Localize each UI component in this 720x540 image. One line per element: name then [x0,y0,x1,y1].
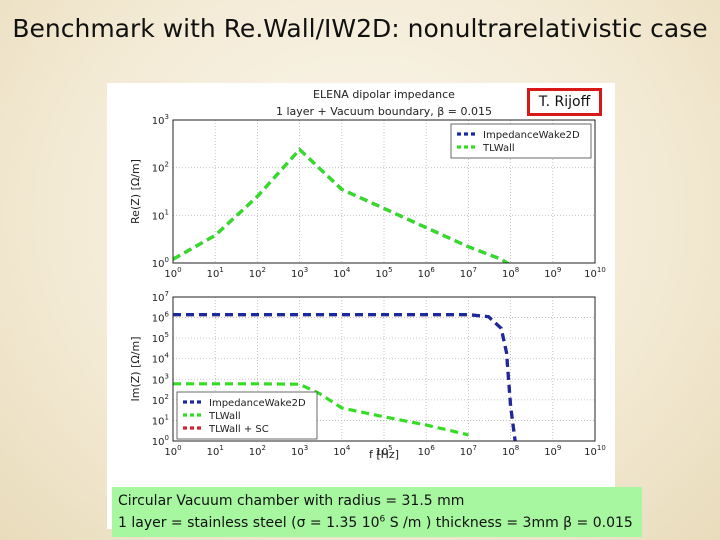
impedance-chart: ELENA dipolar impedance 1 layer + Vacuum … [129,88,606,461]
y-tick-label-bottom: 103 [152,372,169,386]
plot-frame-bottom [172,296,596,442]
y-tick-label-top: 101 [152,208,169,222]
x-tick-label-top: 108 [502,266,519,280]
legend-label-top-1: TLWall [482,143,515,154]
series-line-bottom-2 [173,382,469,437]
legend-label-top-0: ImpedanceWake2D [483,130,580,141]
y-tick-label-top: 100 [152,256,169,270]
x-tick-label-top: 103 [291,266,308,280]
x-tick-label-bottom: 108 [502,444,519,458]
y-axis-label-top: Re(Z) [Ω/m] [129,159,142,224]
y-tick-label-bottom: 105 [152,331,169,345]
x-tick-label-top: 105 [375,266,392,280]
y-tick-label-bottom: 106 [152,311,170,325]
legend-box-top [450,123,592,159]
x-tick-label-bottom: 109 [544,444,561,458]
y-tick-label-top: 103 [152,113,169,127]
y-tick-label-bottom: 100 [152,434,169,448]
y-tick-label-bottom: 102 [152,393,169,407]
x-tick-label-bottom: 101 [207,444,224,458]
caption-line-2: 1 layer = stainless steel (σ = 1.35 106 … [118,512,636,534]
series-line-bottom-1 [173,313,517,441]
legend-label-bottom-1: TLWall [208,411,241,422]
y-tick-label-top: 102 [152,161,169,175]
chart-title: ELENA dipolar impedance [313,88,455,101]
x-tick-label-bottom: 105 [375,444,392,458]
x-tick-label-top: 106 [418,266,436,280]
x-axis-label: f [Hz] [369,448,399,461]
y-tick-label-bottom: 104 [152,352,170,366]
plot-frame-top [172,119,596,264]
y-tick-label-bottom: 101 [152,413,169,427]
x-tick-label-top: 104 [333,266,351,280]
x-tick-label-bottom: 100 [164,444,181,458]
y-axis-label-bottom: Im(Z) [Ω/m] [129,337,142,402]
chart-subtitle: 1 layer + Vacuum boundary, β = 0.015 [276,105,492,118]
x-tick-label-top: 109 [544,266,561,280]
x-tick-label-top: 102 [249,266,266,280]
legend-label-bottom-2: TLWall + SC [208,424,269,435]
x-tick-label-top: 100 [164,266,181,280]
caption-line-2-sup: 6 [379,514,386,525]
x-tick-label-bottom: 106 [418,444,436,458]
caption-line-2-a: 1 layer = stainless steel (σ = 1.35 10 [118,515,380,531]
series-line-top-1 [173,147,511,263]
caption-line-2-b: S /m ) thickness = 3mm β = 0.015 [385,515,633,531]
x-tick-label-bottom: 1010 [584,444,606,458]
caption-line-1: Circular Vacuum chamber with radius = 31… [118,493,465,509]
x-tick-label-bottom: 103 [291,444,308,458]
author-label: T. Rijoff [527,88,602,116]
legend-label-bottom-0: ImpedanceWake2D [209,398,306,409]
x-tick-label-top: 107 [460,266,477,280]
caption-box: Circular Vacuum chamber with radius = 31… [112,487,642,537]
y-tick-label-bottom: 107 [152,290,169,304]
x-tick-label-top: 1010 [584,266,606,280]
x-tick-label-bottom: 107 [460,444,477,458]
x-tick-label-bottom: 104 [333,444,351,458]
slide-title: Benchmark with Re.Wall/IW2D: nonultrarel… [12,14,708,43]
x-tick-label-bottom: 102 [249,444,266,458]
x-tick-label-top: 101 [207,266,224,280]
figure-panel: ELENA dipolar impedance 1 layer + Vacuum … [107,83,615,529]
